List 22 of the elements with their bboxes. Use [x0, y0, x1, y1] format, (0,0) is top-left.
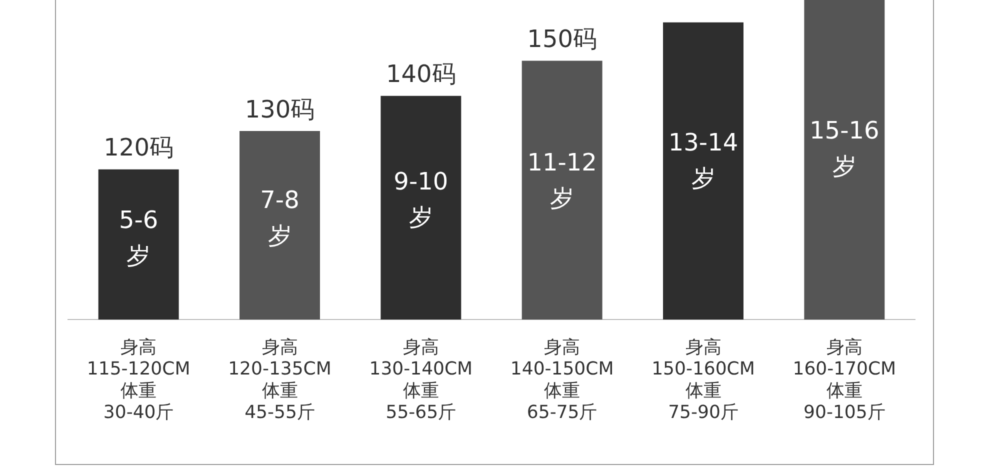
annotation: 150码: [527, 24, 597, 53]
bar: [663, 22, 744, 320]
x-tick-label: 身高 120-135CM 体重 45-55斤: [228, 337, 332, 423]
x-tick-label: 身高 130-140CM 体重 55-65斤: [369, 337, 473, 423]
annotation: 120码: [104, 134, 174, 162]
bar: [380, 96, 462, 320]
bar: [98, 169, 179, 320]
annotation: 7-8 岁: [260, 186, 300, 250]
annotation: 15-16 岁: [810, 116, 880, 180]
bar: [240, 131, 320, 320]
annotation: 140码: [386, 60, 456, 88]
annotation: 9-10 岁: [394, 167, 448, 232]
x-tick-label: 身高 115-120CM 体重 30-40斤: [86, 337, 190, 423]
x-tick-label: 身高 160-170CM 体重 90-105斤: [792, 337, 896, 423]
x-tick-label: 身高 140-150CM 体重 65-75斤: [510, 337, 614, 423]
annotation: 13-14 岁: [668, 128, 738, 192]
annotation: 130码: [244, 95, 315, 124]
bar: [804, 0, 885, 320]
bar: [522, 60, 602, 320]
annotation: 11-12 岁: [527, 148, 597, 213]
annotation: 5-6 岁: [118, 206, 158, 270]
x-tick-label: 身高 150-160CM 体重 75-90斤: [652, 337, 755, 423]
